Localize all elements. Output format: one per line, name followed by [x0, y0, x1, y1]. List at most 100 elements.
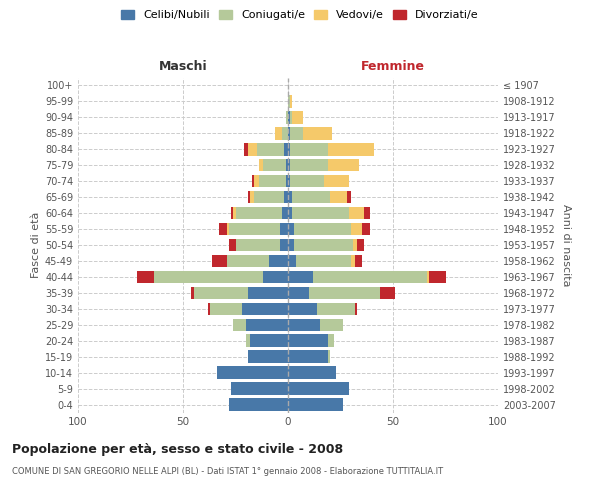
Bar	[235, 239, 280, 251]
Bar	[235, 207, 282, 220]
Bar	[347, 191, 351, 203]
Bar	[324, 175, 349, 188]
Text: Femmine: Femmine	[361, 60, 425, 72]
Bar	[288, 191, 292, 203]
Bar	[263, 270, 288, 283]
Bar	[288, 111, 290, 124]
Bar	[288, 127, 290, 140]
Bar	[212, 254, 227, 267]
Bar	[248, 286, 288, 299]
Bar	[288, 223, 295, 235]
Bar	[210, 302, 242, 315]
Bar	[244, 143, 248, 156]
Bar	[248, 143, 257, 156]
Bar	[290, 127, 303, 140]
Bar	[233, 207, 235, 220]
Bar	[358, 239, 364, 251]
Bar	[290, 175, 324, 188]
Bar	[229, 239, 235, 251]
Bar	[259, 159, 263, 172]
Bar	[290, 95, 292, 108]
Y-axis label: Anni di nascita: Anni di nascita	[561, 204, 571, 286]
Bar	[246, 318, 288, 331]
Bar	[320, 318, 343, 331]
Bar	[355, 302, 358, 315]
Bar	[288, 286, 309, 299]
Bar	[217, 366, 288, 379]
Bar	[154, 270, 263, 283]
Bar	[361, 223, 370, 235]
Bar	[290, 143, 328, 156]
Bar	[309, 286, 380, 299]
Bar	[328, 350, 330, 363]
Bar	[284, 143, 288, 156]
Bar	[355, 254, 362, 267]
Bar	[288, 334, 328, 347]
Bar	[208, 302, 210, 315]
Bar	[229, 223, 280, 235]
Bar	[286, 159, 288, 172]
Bar	[292, 191, 330, 203]
Bar	[227, 223, 229, 235]
Bar	[246, 334, 250, 347]
Bar	[288, 270, 313, 283]
Bar	[282, 207, 288, 220]
Bar	[328, 334, 334, 347]
Bar	[296, 254, 351, 267]
Bar	[254, 175, 259, 188]
Bar	[290, 159, 328, 172]
Bar	[288, 318, 320, 331]
Bar	[288, 398, 343, 410]
Bar	[328, 159, 359, 172]
Text: Maschi: Maschi	[158, 60, 208, 72]
Bar	[353, 239, 358, 251]
Bar	[280, 239, 288, 251]
Bar	[218, 223, 227, 235]
Bar	[288, 143, 290, 156]
Y-axis label: Fasce di età: Fasce di età	[31, 212, 41, 278]
Bar	[250, 191, 254, 203]
Bar	[227, 254, 269, 267]
Bar	[282, 127, 288, 140]
Bar	[254, 191, 284, 203]
Bar	[288, 382, 349, 395]
Bar	[193, 286, 248, 299]
Bar	[248, 191, 250, 203]
Bar	[263, 159, 286, 172]
Bar	[364, 207, 370, 220]
Text: Popolazione per età, sesso e stato civile - 2008: Popolazione per età, sesso e stato civil…	[12, 442, 343, 456]
Bar	[269, 254, 288, 267]
Bar	[248, 350, 288, 363]
Bar	[290, 111, 292, 124]
Bar	[351, 254, 355, 267]
Bar	[288, 302, 317, 315]
Bar	[288, 159, 290, 172]
Bar	[288, 350, 328, 363]
Bar	[429, 270, 446, 283]
Bar	[351, 223, 361, 235]
Bar	[191, 286, 193, 299]
Bar	[380, 286, 395, 299]
Bar	[427, 270, 429, 283]
Bar	[330, 191, 347, 203]
Bar	[284, 191, 288, 203]
Bar	[288, 95, 290, 108]
Bar	[229, 398, 288, 410]
Bar	[242, 302, 288, 315]
Bar	[250, 334, 288, 347]
Bar	[233, 318, 246, 331]
Bar	[288, 366, 337, 379]
Text: COMUNE DI SAN GREGORIO NELLE ALPI (BL) - Dati ISTAT 1° gennaio 2008 - Elaborazio: COMUNE DI SAN GREGORIO NELLE ALPI (BL) -…	[12, 468, 443, 476]
Bar	[303, 127, 332, 140]
Bar	[232, 207, 233, 220]
Bar	[259, 175, 286, 188]
Bar	[349, 207, 364, 220]
Bar	[257, 143, 284, 156]
Bar	[137, 270, 154, 283]
Bar	[328, 143, 374, 156]
Bar	[295, 239, 353, 251]
Bar	[288, 207, 292, 220]
Bar	[288, 239, 295, 251]
Bar	[295, 223, 351, 235]
Bar	[288, 175, 290, 188]
